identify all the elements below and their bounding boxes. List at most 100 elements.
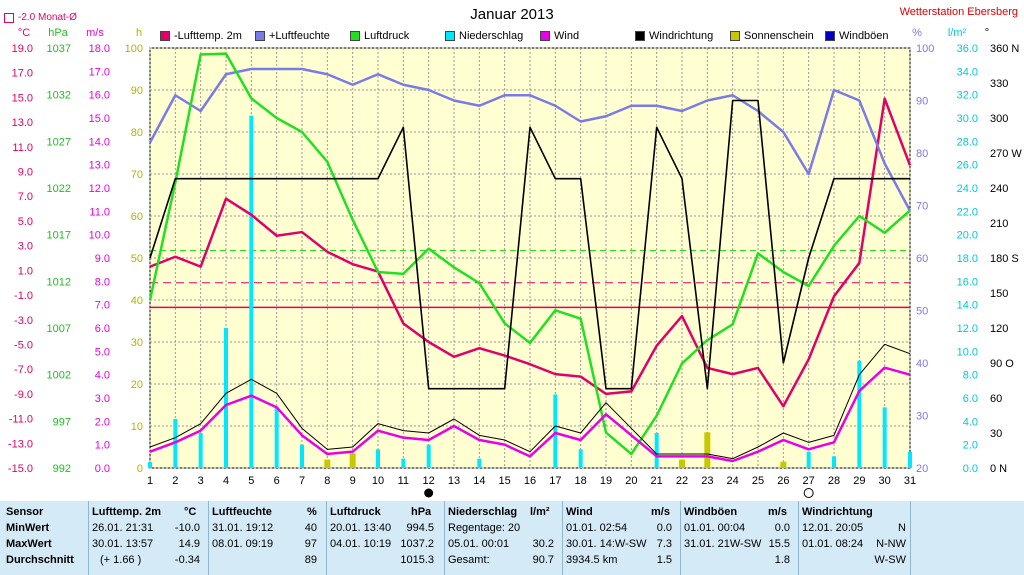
legend-label: +Luftfeuchte [269, 30, 330, 42]
stats-header-wind-unit: m/s [651, 506, 670, 518]
stats-row-label: Durchschnitt [6, 554, 74, 566]
stats-column-divider [444, 501, 445, 575]
direction-tick-label: 300 [990, 113, 1008, 125]
legend-item-pressure: Luftdruck [350, 30, 409, 42]
humidity-tick-label: 70 [916, 201, 928, 213]
x-tick-label: 5 [248, 475, 254, 487]
sunshine-bar [780, 461, 787, 468]
wind-tick-label: 14.0 [89, 136, 110, 148]
reference-line-legend: -2.0 Monat-Ø [4, 12, 77, 23]
precip-bar [553, 394, 558, 468]
x-tick-label: 20 [625, 475, 637, 487]
precip-bar [224, 328, 228, 468]
wind-tick-label: 1.0 [95, 440, 110, 452]
legend-swatch [255, 31, 265, 41]
stats-cell-time: 08.01. 09:19 [212, 538, 274, 550]
humidity-tick-label: 30 [916, 411, 928, 423]
temp-tick-label: 15.0 [12, 92, 33, 104]
sun-tick-label: 60 [131, 211, 143, 223]
temp-tick-label: 11.0 [12, 142, 33, 154]
series-line [148, 67, 912, 212]
x-tick-label: 7 [299, 475, 305, 487]
stats-header-sensor: Sensor [6, 506, 44, 518]
x-tick-label: 29 [853, 475, 865, 487]
wind-tick-label: 11.0 [89, 206, 110, 218]
wind-tick-label: 16.0 [89, 90, 110, 102]
sun-tick-label: 80 [131, 127, 143, 139]
x-tick-label: 4 [223, 475, 229, 487]
precip-bar [274, 407, 279, 468]
temp-unit-label: °C [18, 27, 30, 39]
stats-cell-value: 994.5 [406, 522, 434, 534]
new-moon-icon [424, 488, 434, 498]
x-tick-label: 14 [473, 475, 485, 487]
legend-swatch [350, 31, 360, 41]
legend-label: Windböen [839, 30, 889, 42]
stats-header-direction: Windrichtung [802, 506, 873, 518]
legend-swatch [160, 31, 170, 41]
stats-cell-value: W-SW [874, 554, 906, 566]
direction-tick-label: 60 [990, 393, 1002, 405]
precip-tick-label: 6.0 [963, 393, 978, 405]
legend-item-humidity: +Luftfeuchte [255, 30, 330, 42]
legend-swatch [635, 31, 645, 41]
humidity-tick-label: 20 [916, 463, 928, 475]
stats-column-divider [562, 501, 563, 575]
direction-tick-label: 360 N [990, 43, 1019, 55]
wind-tick-label: 17.0 [89, 66, 110, 78]
legend-item-precip: Niederschlag [445, 30, 523, 42]
humidity-tick-label: 50 [916, 306, 928, 318]
reference-line-swatch [4, 12, 14, 23]
x-tick-label: 30 [879, 475, 891, 487]
precip-bar [426, 444, 431, 468]
sun-tick-label: 90 [131, 85, 143, 97]
x-tick-label: 10 [372, 475, 384, 487]
humidity-tick-label: 60 [916, 253, 928, 265]
stats-column-divider [910, 501, 911, 575]
stats-header-temp: Lufttemp. 2m [92, 506, 162, 518]
legend-swatch [825, 31, 835, 41]
temp-tick-label: 1.0 [18, 265, 33, 277]
precip-bar [654, 433, 659, 468]
stats-row-label: MaxWert [6, 538, 52, 550]
stats-cell-time: 05.01. 00:01 [448, 538, 510, 550]
stats-cell-value: 14.9 [178, 538, 200, 550]
precip-tick-label: 22.0 [957, 206, 978, 218]
humidity-tick-label: 80 [916, 148, 928, 160]
stats-cell-time: 20.01. 13:40 [330, 522, 392, 534]
x-tick-label: 17 [549, 475, 561, 487]
stats-cell-time: (+ 1.66 ) [100, 554, 142, 566]
stats-cell-value: 1015.3 [400, 554, 434, 566]
x-tick-label: 26 [777, 475, 789, 487]
stats-cell-time: 04.01. 10:19 [330, 538, 392, 550]
temp-tick-label: 3.0 [18, 241, 33, 253]
wind-tick-label: 6.0 [95, 323, 110, 335]
precip-tick-label: 4.0 [963, 416, 978, 428]
series-line [148, 52, 911, 456]
stats-header-wind: Wind [566, 506, 593, 518]
stats-header-gusts-unit: m/s [768, 506, 787, 518]
humidity-tick-label: 40 [916, 358, 928, 370]
stats-header-gusts: Windböen [684, 506, 738, 518]
direction-tick-label: 150 [990, 288, 1008, 300]
station-name: Wetterstation Ebersberg [899, 6, 1018, 18]
legend-label: Niederschlag [459, 30, 524, 42]
precip-tick-label: 34.0 [957, 66, 978, 78]
precip-tick-label: 26.0 [957, 160, 978, 172]
temp-tick-label: -11.0 [9, 414, 33, 426]
pressure-tick-label: 1012 [47, 276, 71, 288]
wind-tick-label: 8.0 [95, 276, 110, 288]
precip-bar [908, 451, 912, 468]
weather-chart: 1 2 3 4 5 6 7 8 9 10 11 12 13 14 15 16 17 18 19 20 21 22 23 24 2… [8, 27, 1022, 498]
legend-item-wind: Wind [540, 30, 579, 42]
wind-tick-label: 4.0 [95, 370, 110, 382]
x-tick-label: 2 [172, 475, 178, 487]
x-tick-label: 8 [324, 475, 330, 487]
precip-tick-label: 28.0 [957, 136, 978, 148]
stats-cell-value: 89 [304, 554, 317, 566]
precip-tick-label: 36.0 [957, 43, 978, 55]
direction-tick-label: 240 [990, 183, 1008, 195]
stats-cell-value: -0.34 [174, 554, 200, 566]
pressure-tick-label: 1002 [47, 370, 71, 382]
precip-tick-label: 16.0 [957, 276, 978, 288]
